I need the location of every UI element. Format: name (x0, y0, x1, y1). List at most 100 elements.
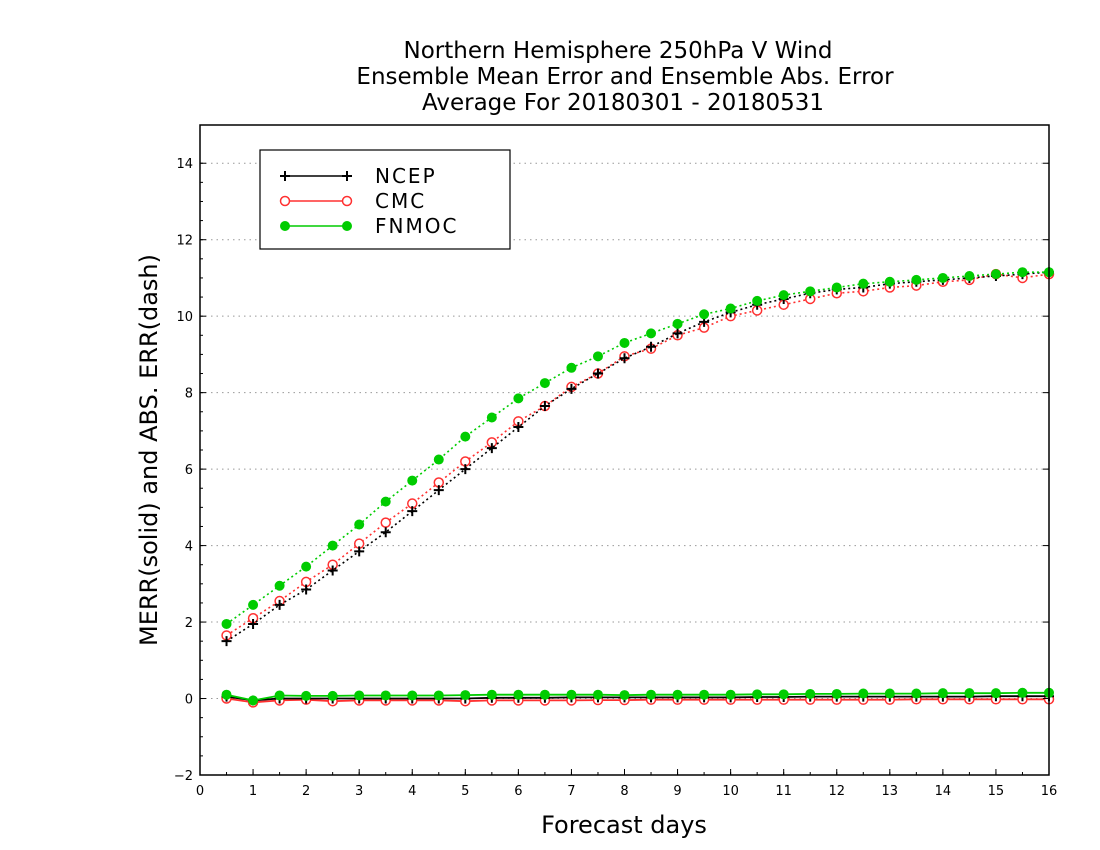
series-fnmoc-point (513, 689, 524, 700)
series-fnmoc-point (937, 272, 948, 283)
series-ncep-point (486, 443, 497, 454)
series-fnmoc-point (592, 689, 603, 700)
series-fnmoc-point (805, 688, 816, 699)
legend-marker-cmc (279, 195, 291, 207)
y-axis-label: MERR(solid) and ABS. ERR(dash) (135, 254, 163, 646)
y-tick-label: 0 (185, 693, 193, 708)
series-fnmoc-point (619, 337, 630, 348)
x-tick-label: 0 (196, 784, 204, 799)
x-tick-label: 2 (302, 784, 310, 799)
series-fnmoc-point (380, 496, 391, 507)
legend-label-fnmoc: FNMOC (375, 214, 458, 238)
series-fnmoc-point (248, 599, 259, 610)
series-ncep-point (274, 599, 285, 610)
legend-marker-ncep (280, 171, 290, 181)
series-fnmoc-point (327, 540, 338, 551)
series-fnmoc-point (858, 278, 869, 289)
series-fnmoc-point (778, 689, 789, 700)
series-fnmoc-point (619, 690, 630, 701)
series-ncep-point (221, 636, 232, 647)
legend-marker-fnmoc (342, 221, 352, 231)
series-fnmoc-point (433, 454, 444, 465)
series-fnmoc-point (486, 412, 497, 423)
series-fnmoc-point (1017, 267, 1028, 278)
series-ncep-point (460, 464, 471, 475)
series-fnmoc-point (221, 618, 232, 629)
series-ncep-point (672, 328, 683, 339)
series-fnmoc-point (460, 690, 471, 701)
x-tick-label: 5 (461, 784, 469, 799)
series-fnmoc-point (831, 282, 842, 293)
series-fnmoc-point (301, 561, 312, 572)
y-tick-label: 2 (185, 616, 193, 631)
series-layer (221, 267, 1055, 708)
series-fnmoc-point (699, 689, 710, 700)
series-ncep-point (566, 383, 577, 394)
legend-marker-cmc (341, 195, 353, 207)
x-tick-label: 1 (249, 784, 257, 799)
series-fnmoc-point (274, 580, 285, 591)
series-fnmoc (221, 267, 1054, 706)
series-ncep-point (592, 368, 603, 379)
series-fnmoc-point (672, 689, 683, 700)
series-fnmoc-point (646, 689, 657, 700)
series-ncep-point (646, 341, 657, 352)
x-tick-label: 12 (828, 784, 845, 799)
series-fnmoc-point (964, 271, 975, 282)
series-ncep (221, 267, 1054, 706)
series-fnmoc-point (911, 274, 922, 285)
x-tick-label: 8 (620, 784, 628, 799)
series-fnmoc-point (858, 688, 869, 699)
x-tick-label: 3 (355, 784, 363, 799)
x-axis-label: Forecast days (541, 811, 707, 839)
series-fnmoc-point (539, 689, 550, 700)
series-ncep-point (619, 353, 630, 364)
series-fnmoc-point (805, 286, 816, 297)
x-tick-label: 10 (722, 784, 739, 799)
series-fnmoc-point (460, 431, 471, 442)
series-cmc-abs-error-line (226, 273, 1050, 637)
series-fnmoc-point (274, 690, 285, 701)
y-tick-label: 12 (176, 234, 193, 249)
series-fnmoc-abs-error-line (226, 271, 1049, 625)
series-fnmoc-point (539, 378, 550, 389)
series-fnmoc-point (566, 362, 577, 373)
title-line-2: Ensemble Mean Error and Ensemble Abs. Er… (356, 64, 894, 90)
series-fnmoc-point (407, 475, 418, 486)
series-cmc (221, 268, 1055, 708)
y-axis: −2 0 2 4 6 8 10 12 14 (174, 157, 1049, 784)
series-fnmoc-point (831, 688, 842, 699)
series-ncep-point (327, 565, 338, 576)
series-fnmoc-point (725, 303, 736, 314)
series-fnmoc-point (433, 690, 444, 701)
grid-lines (200, 162, 1049, 776)
series-ncep-point (301, 584, 312, 595)
series-cmc-point (380, 517, 391, 528)
series-fnmoc-point (407, 690, 418, 701)
legend-marker-ncep (342, 171, 352, 181)
series-fnmoc-point (884, 688, 895, 699)
series-fnmoc-point (354, 519, 365, 530)
series-fnmoc-point (911, 688, 922, 699)
series-fnmoc-point (937, 688, 948, 699)
y-tick-label: 14 (176, 157, 193, 172)
series-fnmoc-point (354, 690, 365, 701)
x-axis: 0 1 2 3 4 5 6 7 8 9 10 11 12 13 14 15 16 (196, 769, 1057, 799)
series-fnmoc-point (566, 689, 577, 700)
series-fnmoc-point (301, 690, 312, 701)
title-line-1: Northern Hemisphere 250hPa V Wind (404, 38, 833, 64)
x-tick-label: 13 (882, 784, 899, 799)
series-fnmoc-point (486, 689, 497, 700)
series-fnmoc-point (990, 269, 1001, 280)
y-tick-label: 6 (185, 463, 193, 478)
series-fnmoc-point (884, 276, 895, 287)
x-tick-label: 15 (988, 784, 1005, 799)
series-fnmoc-point (752, 689, 763, 700)
series-ncep-point (433, 485, 444, 496)
x-tick-label: 16 (1041, 784, 1058, 799)
series-ncep-abs-error-line (226, 271, 1050, 642)
series-fnmoc-point (672, 318, 683, 329)
series-fnmoc-point (380, 690, 391, 701)
x-tick-label: 7 (567, 784, 575, 799)
x-tick-label: 14 (935, 784, 952, 799)
